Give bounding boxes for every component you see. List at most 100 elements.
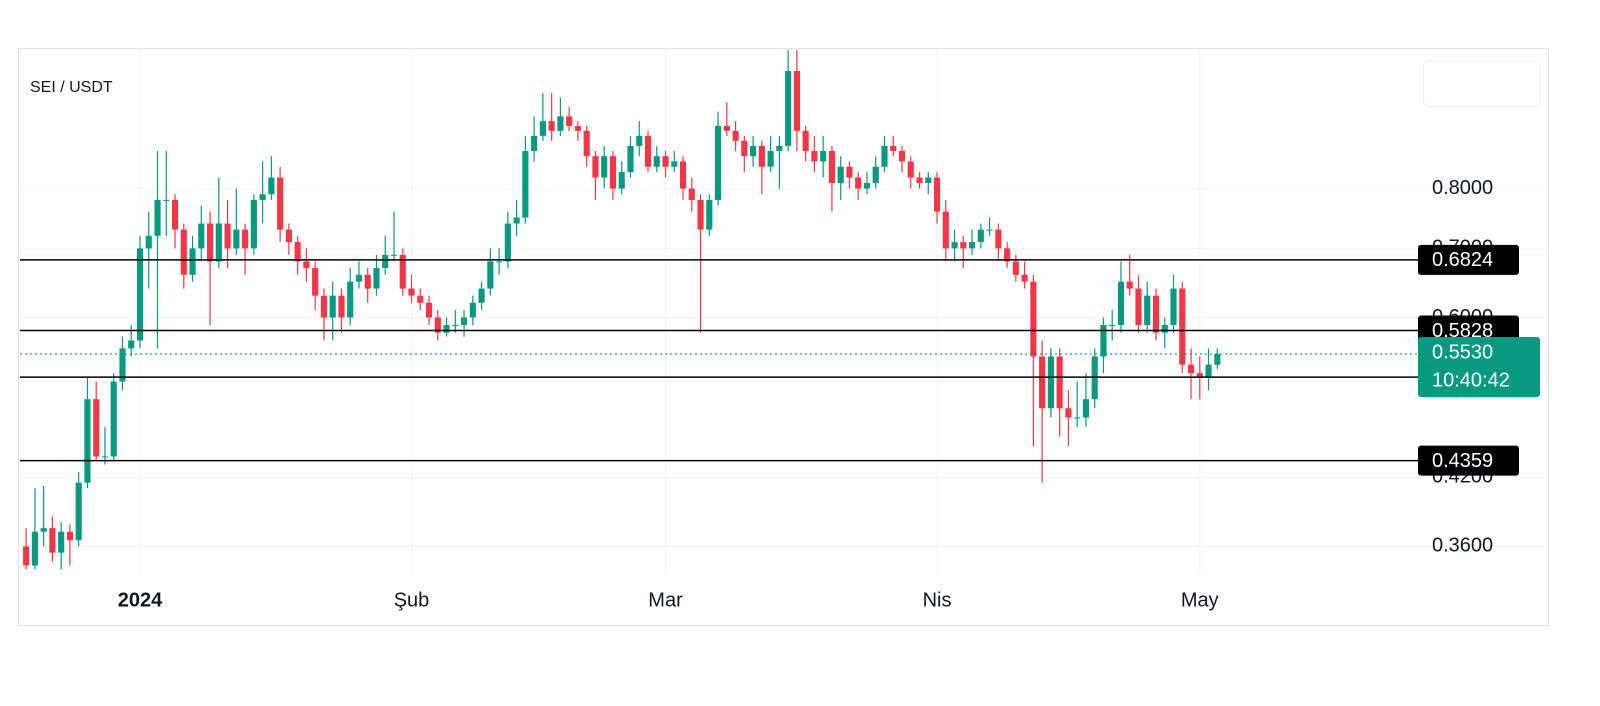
candle-body: [776, 145, 783, 152]
candle-body: [355, 274, 363, 282]
candle-body: [855, 177, 862, 189]
candle-body: [688, 188, 695, 200]
candle-body: [496, 261, 503, 263]
candle-body: [382, 254, 389, 269]
candle-body: [863, 183, 871, 189]
candle-body: [1135, 288, 1142, 326]
candle-body: [767, 151, 774, 167]
candle-body: [960, 242, 967, 249]
candle-body: [627, 145, 634, 173]
candle-body: [294, 242, 301, 262]
candle-body: [986, 229, 993, 231]
candle-body: [136, 248, 144, 341]
candle-body: [820, 151, 827, 162]
candle-body: [399, 254, 406, 289]
candle-body: [504, 223, 511, 262]
candle-body: [793, 71, 800, 131]
candle-body: [1170, 288, 1177, 326]
candle-body: [434, 317, 441, 333]
candle-body: [425, 302, 433, 318]
candle-body: [574, 125, 581, 131]
candle-body: [758, 145, 765, 167]
last-price-box: [1418, 337, 1540, 398]
candle-body: [1082, 399, 1089, 418]
candle-body: [679, 161, 687, 189]
candle-body: [1161, 325, 1168, 333]
candle-body: [1047, 356, 1054, 409]
candle-body: [303, 261, 310, 269]
candle-body: [618, 172, 625, 189]
candle-body: [1179, 288, 1186, 365]
x-tick-label: May: [1181, 589, 1219, 611]
candle-body: [785, 71, 792, 146]
candle-body: [828, 151, 835, 184]
candle-body: [1214, 354, 1221, 365]
candle-body: [977, 229, 984, 243]
candle-body: [460, 317, 468, 326]
candle-body: [925, 177, 932, 184]
candle-body: [995, 229, 1002, 249]
x-tick-label: Nis: [923, 589, 952, 611]
candle-body: [443, 325, 450, 333]
candle-body: [1039, 356, 1046, 409]
candle-body: [1021, 274, 1028, 282]
candle-body: [347, 281, 354, 318]
x-tick-label: Mar: [648, 589, 683, 611]
candle-body: [478, 288, 485, 303]
candle-body: [233, 229, 240, 249]
candle-body: [898, 151, 906, 162]
candle-body: [224, 223, 231, 249]
candle-body: [723, 125, 730, 131]
candle-body: [1065, 408, 1072, 418]
candle-body: [259, 194, 266, 200]
candle-body: [644, 135, 652, 167]
candle-body: [750, 145, 757, 157]
candle-body: [653, 156, 660, 167]
candle-body: [268, 177, 275, 195]
candle-body: [601, 156, 608, 178]
candle-body: [1109, 325, 1116, 327]
candle-body: [206, 223, 214, 262]
candle-body: [671, 161, 678, 167]
candle-body: [338, 295, 345, 318]
level-label: 0.6824: [1432, 249, 1493, 271]
candle-body: [373, 268, 380, 289]
candle-body: [49, 528, 56, 553]
candle-body: [951, 242, 958, 249]
level-label-box: [1418, 244, 1519, 275]
candle-body: [1074, 417, 1081, 419]
candle-body: [881, 145, 888, 167]
candle-body: [802, 130, 809, 152]
last-price-label: 0.5530: [1432, 341, 1493, 363]
candle-body: [320, 295, 327, 318]
candle-body: [408, 288, 415, 296]
candle-body: [1187, 364, 1195, 374]
candle-body: [706, 199, 713, 230]
x-tick-label: Şub: [394, 589, 430, 611]
candle-body: [513, 217, 520, 224]
candle-body: [180, 229, 187, 275]
candle-body: [1117, 281, 1125, 326]
candle-body: [312, 268, 319, 296]
candle-body: [452, 325, 459, 327]
candle-body: [942, 211, 949, 249]
candle-body: [128, 340, 135, 349]
candle-body: [84, 399, 91, 483]
candle-body: [539, 121, 546, 136]
countdown-label: 10:40:42: [1432, 369, 1510, 391]
candle-body: [1100, 325, 1107, 357]
candle-body: [1012, 261, 1019, 275]
candle-body: [890, 145, 897, 152]
candle-body: [1196, 373, 1203, 378]
candle-body: [250, 199, 257, 249]
candle-body: [592, 156, 599, 178]
candle-body: [58, 531, 65, 553]
candle-body: [1144, 295, 1151, 326]
candle-body: [285, 229, 292, 243]
candle-body: [715, 125, 722, 200]
candle-body: [662, 156, 669, 167]
candle-body: [1205, 364, 1212, 378]
candle-body: [1152, 295, 1160, 333]
candle-body: [522, 151, 529, 218]
candle-body: [277, 177, 284, 230]
